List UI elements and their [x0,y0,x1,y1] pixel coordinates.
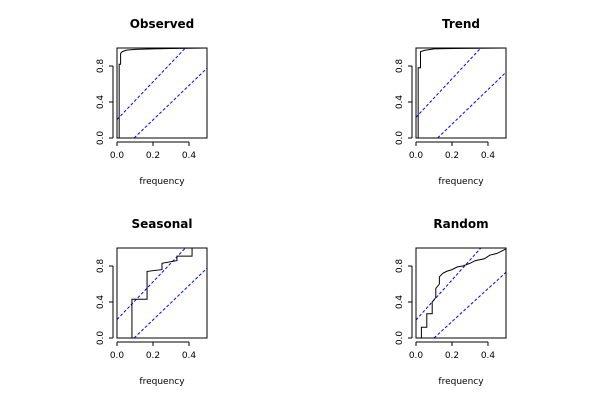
y-tick-label: 0.8 [96,59,106,74]
plot-frame [415,247,507,339]
plot-frame [116,247,208,339]
x-axis-label: frequency [139,177,185,187]
y-tick-label: 0.8 [395,259,405,274]
cumulative-periodogram-line [416,47,507,139]
plot-frame [116,47,208,139]
panel-trend: Trend 0.0 0.2 0.4 0.0 0.4 0.8 frequency [395,17,507,187]
y-tick-label: 0.4 [395,295,405,310]
cumulative-periodogram-line [117,47,208,139]
x-tick-label: 0.4 [481,151,496,161]
x-tick-label: 0.0 [110,151,125,161]
confidence-band-upper [116,247,186,320]
chart-title: Random [433,217,488,231]
confidence-band-lower [437,71,507,139]
y-tick-label: 0.4 [395,95,405,110]
plot-frame [415,47,507,139]
panel-seasonal: Seasonal 0.0 0.2 0.4 0.0 0.4 0.8 frequency [96,217,208,387]
x-tick-label: 0.2 [445,151,459,161]
cumulative-periodogram-line [117,247,207,339]
chart-title: Seasonal [131,217,192,231]
panel-random: Random 0.0 0.2 0.4 0.0 0.4 0.8 frequency [395,217,507,387]
y-tick-label: 0.8 [96,259,106,274]
y-tick-label: 0.0 [96,331,106,346]
x-tick-label: 0.2 [146,151,160,161]
cumulative-periodogram-line [416,248,507,339]
x-tick-label: 0.2 [146,351,160,361]
x-tick-label: 0.4 [481,351,496,361]
x-axis-label: frequency [438,377,484,387]
chart-title: Trend [442,17,480,31]
x-tick-label: 0.4 [182,351,197,361]
confidence-band-lower [433,271,507,339]
confidence-band-upper [116,47,186,120]
x-tick-label: 0.2 [445,351,459,361]
x-axis-label: frequency [438,177,484,187]
confidence-band-upper [415,247,482,321]
confidence-band-lower [133,267,208,339]
x-tick-label: 0.0 [409,151,424,161]
confidence-band-upper [415,47,482,118]
confidence-band-lower [133,67,208,139]
y-tick-label: 0.8 [395,59,405,74]
y-tick-label: 0.4 [96,95,106,110]
y-tick-label: 0.4 [96,295,106,310]
panel-observed: Observed 0.0 0.2 0.4 0.0 0.4 0.8 frequency [96,17,208,187]
chart-title: Observed [130,17,195,31]
x-tick-label: 0.4 [182,151,197,161]
y-tick-label: 0.0 [96,131,106,146]
y-tick-label: 0.0 [395,331,405,346]
x-tick-label: 0.0 [409,351,424,361]
x-tick-label: 0.0 [110,351,125,361]
x-axis-label: frequency [139,377,185,387]
y-tick-label: 0.0 [395,131,405,146]
